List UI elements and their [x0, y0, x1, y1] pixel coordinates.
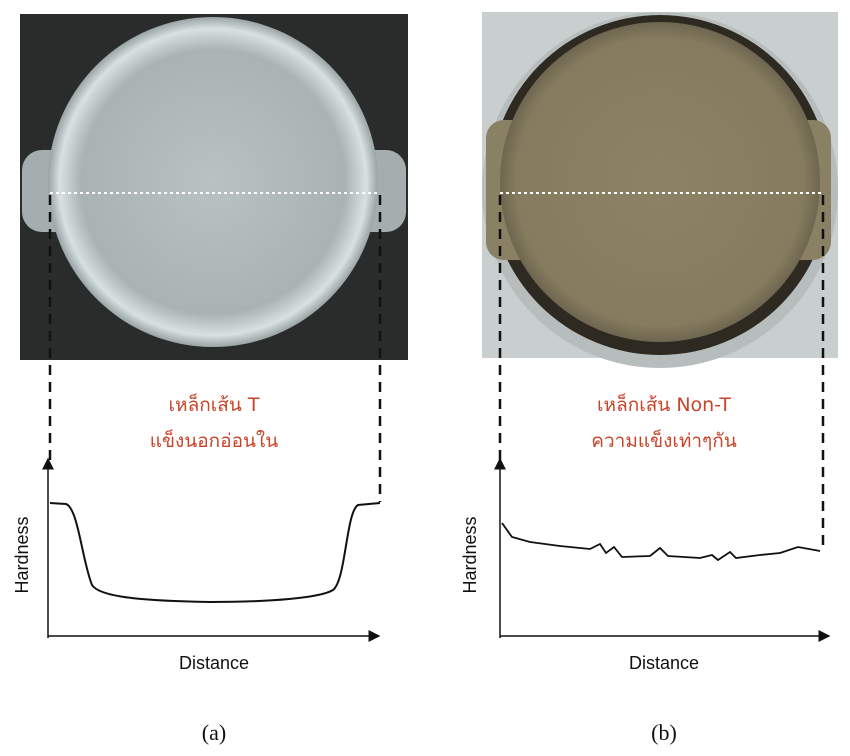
panel-label: แข็งนอกอ่อนใน	[150, 428, 279, 452]
x-axis-label: Distance	[629, 653, 699, 673]
texts: เหล็กเส้น T แข็งนอกอ่อนใน Hardness Distance…	[12, 392, 737, 745]
plot-b	[494, 457, 831, 642]
photo-a	[20, 14, 408, 360]
panel-label: เหล็กเส้น T	[169, 392, 260, 416]
panel-label: เหล็กเส้น Non-T	[597, 392, 731, 416]
x-axis-label: Distance	[179, 653, 249, 673]
guide-lines	[48, 195, 825, 550]
y-axis-label: Hardness	[460, 516, 480, 593]
panel-label: ความแข็งเท่าๆกัน	[591, 428, 736, 452]
caption: (a)	[202, 720, 226, 745]
caption: (b)	[651, 720, 677, 745]
plot-a	[42, 457, 381, 642]
photo-b	[482, 12, 838, 368]
y-axis-label: Hardness	[12, 516, 32, 593]
